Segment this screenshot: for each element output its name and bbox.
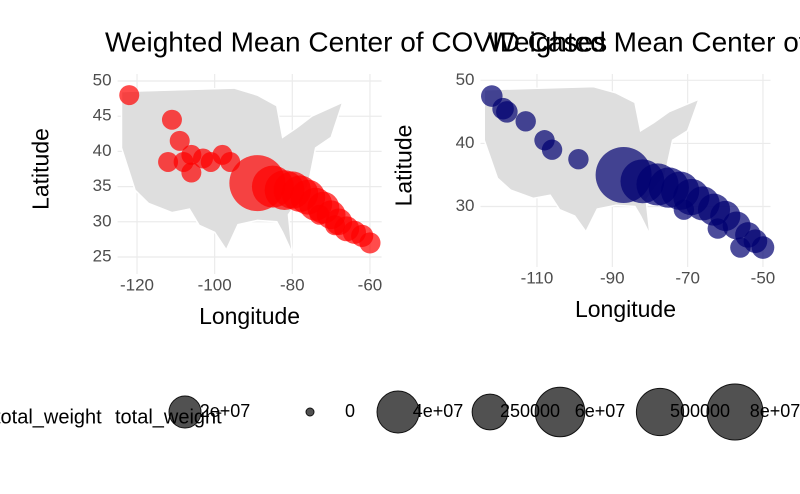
x-tick-label: -100 (198, 275, 232, 294)
x-axis-title: Longitude (575, 296, 676, 322)
legend-key (168, 395, 202, 429)
y-axis-title: Latitude (28, 128, 54, 210)
y-tick-label: 30 (456, 196, 475, 215)
y-axis-title: Latitude (391, 125, 417, 207)
point (309, 204, 330, 225)
y-tick-label: 30 (93, 211, 112, 230)
point (325, 215, 346, 236)
y-tick-label: 35 (93, 176, 112, 195)
legend-label: 6e+07 (575, 401, 626, 421)
point (515, 111, 536, 132)
x-tick-label: -90 (600, 268, 625, 287)
point (568, 148, 589, 170)
point (730, 237, 751, 258)
point (751, 236, 775, 259)
y-tick-label: 50 (93, 71, 112, 90)
legend-label: 2e+07 (200, 401, 251, 421)
point (158, 151, 179, 172)
x-tick-label: -110 (521, 268, 554, 287)
x-axis-title: Longitude (199, 303, 300, 329)
chart-title: Weighted Mean Center of COVID Cases (105, 26, 607, 57)
point (119, 85, 140, 106)
y-tick-label: 40 (93, 141, 112, 160)
point (169, 130, 190, 151)
legend-key (471, 393, 509, 431)
x-tick-label: -80 (280, 275, 305, 294)
y-tick-label: 25 (93, 246, 112, 265)
point (181, 162, 202, 183)
legend-label: 0 (345, 401, 355, 421)
legend-label: 250000 (500, 401, 560, 421)
x-tick-label: -120 (120, 275, 154, 294)
x-tick-label: -60 (358, 275, 383, 294)
legend-title: total_weight (0, 406, 102, 428)
legend-key (376, 390, 420, 434)
legend-label: 500000 (670, 401, 730, 421)
point (707, 218, 728, 239)
legend-key (305, 407, 315, 417)
legend-key (534, 386, 586, 438)
point (496, 101, 518, 123)
y-tick-label: 45 (93, 106, 112, 125)
y-tick-label: 40 (456, 133, 475, 152)
legend-key (706, 383, 764, 441)
x-tick-label: -50 (751, 268, 776, 287)
point (541, 139, 563, 160)
x-tick-label: -70 (675, 268, 700, 287)
legend-key (635, 387, 685, 437)
point (161, 109, 182, 130)
legend-title: total_weight (115, 406, 222, 428)
point (673, 199, 695, 220)
legend-label: 8e+07 (750, 401, 800, 421)
legend-label: 4e+07 (413, 401, 464, 421)
chart-title: Weighted Mean Center of COVID Deaths (488, 26, 800, 57)
point (359, 232, 381, 254)
y-tick-label: 50 (456, 70, 475, 89)
